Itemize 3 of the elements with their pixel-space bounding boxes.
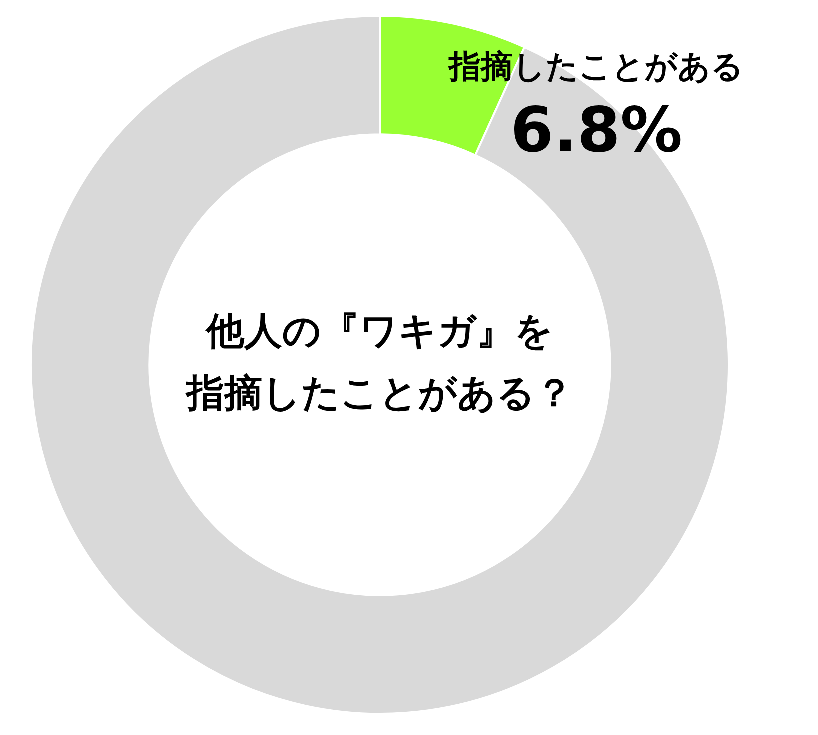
slice-label: 指摘したことがある [447, 48, 744, 86]
text: 他人の『ワキガ』を指摘したことがある？ [184, 308, 574, 417]
data-label: 6.8% [510, 93, 683, 166]
